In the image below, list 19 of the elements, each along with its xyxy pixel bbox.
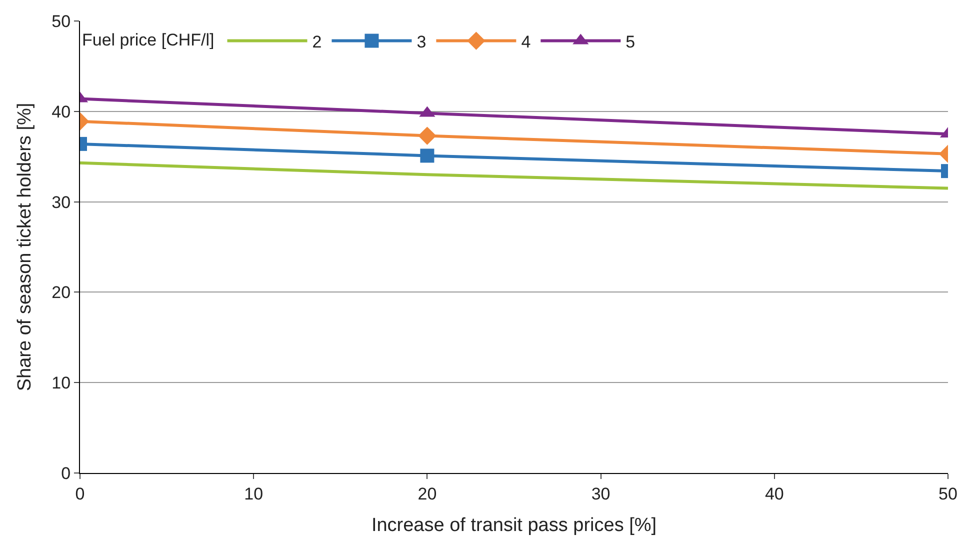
y-tick-label: 40: [52, 102, 71, 122]
x-tick-label: 50: [938, 484, 958, 504]
legend-label: 4: [521, 32, 531, 52]
x-tick-label: 10: [244, 484, 264, 504]
x-tick-label: 30: [591, 484, 610, 504]
x-tick-label: 20: [418, 484, 437, 504]
y-tick-label: 20: [52, 283, 71, 302]
x-axis-title: Increase of transit pass prices [%]: [371, 515, 657, 536]
legend-title: Fuel price [CHF/l]: [82, 30, 214, 50]
legend-label: 5: [626, 32, 636, 52]
x-tick-label: 0: [75, 484, 85, 504]
legend-label: 3: [416, 32, 426, 52]
y-tick-label: 50: [52, 12, 71, 31]
y-axis-title: Share of season ticket holders [%]: [14, 102, 36, 392]
legend-label: 2: [312, 32, 322, 52]
y-tick-label: 0: [61, 464, 71, 483]
y-tick-label: 30: [52, 192, 71, 212]
y-tick-label: 10: [52, 374, 71, 393]
x-tick-label: 40: [764, 484, 784, 504]
